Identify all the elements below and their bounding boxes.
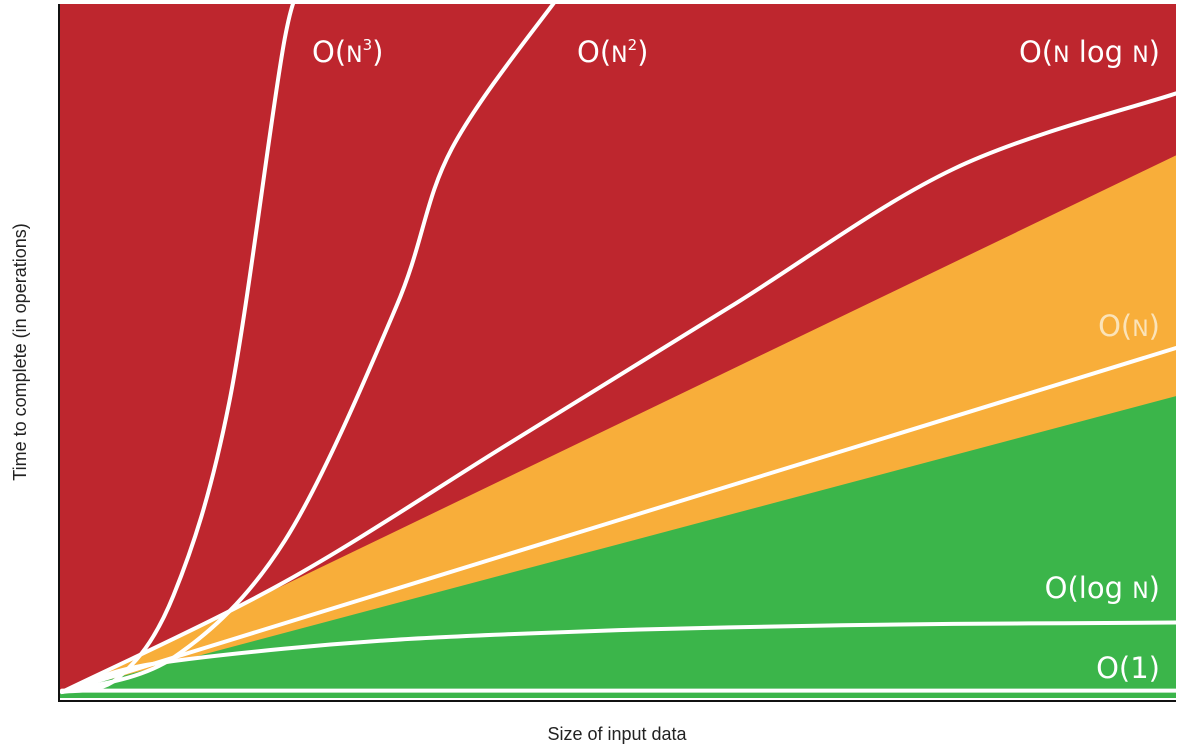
y-axis-title: Time to complete (in operations) <box>10 223 30 480</box>
series-labels: O(N3) O(N2) O(N log N) O(N) O(log N) O(1) <box>312 35 1160 685</box>
series-label-o-n: O(N2) <box>577 35 648 69</box>
series-line-o-n-log-n <box>60 91 1178 694</box>
series-label-o-log-n: O(log N) <box>1045 571 1160 605</box>
series-line-o-n <box>60 346 1178 694</box>
series-label-o-1: O(1) <box>1096 651 1160 685</box>
series-label-o-n-log-n: O(N log N) <box>1019 35 1160 69</box>
zone-good-area <box>62 396 1176 692</box>
zone-good-baseline <box>60 692 1176 698</box>
series-line-o-log-n <box>60 620 1178 694</box>
x-axis-title: Size of input data <box>547 724 687 744</box>
zone-areas <box>60 4 1176 698</box>
series-label-o-n: O(N) <box>1098 309 1160 343</box>
series-label-o-n: O(N3) <box>312 35 383 69</box>
series-curves <box>60 0 1178 694</box>
